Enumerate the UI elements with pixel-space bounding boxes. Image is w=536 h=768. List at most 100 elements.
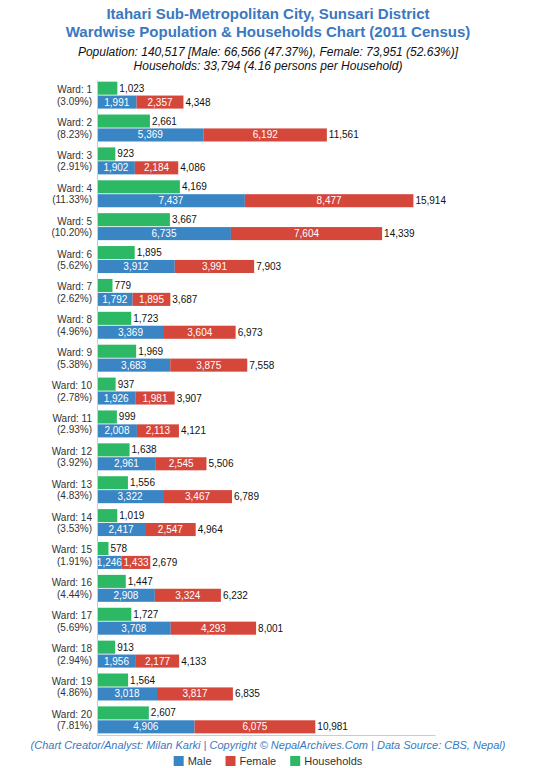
data-label: 1,246 bbox=[97, 557, 122, 568]
data-label: 3,604 bbox=[187, 327, 212, 338]
bar bbox=[97, 378, 116, 391]
total-label: 3,687 bbox=[172, 294, 197, 305]
total-label: 4,964 bbox=[198, 524, 223, 535]
bar bbox=[137, 424, 179, 437]
y-tick: Ward: 1(3.09%) bbox=[57, 84, 97, 107]
y-tick-label: Ward: 6(5.62%) bbox=[57, 249, 92, 272]
data-label: 2,908 bbox=[113, 590, 138, 601]
bar bbox=[97, 687, 157, 700]
data-label: 4,293 bbox=[201, 623, 226, 634]
bar bbox=[195, 720, 316, 733]
total-label: 15,914 bbox=[415, 195, 446, 206]
data-label: 3,991 bbox=[202, 261, 227, 272]
total-label: 6,232 bbox=[223, 590, 248, 601]
y-tick: Ward: 17(5.69%) bbox=[52, 610, 97, 633]
bar bbox=[133, 293, 171, 306]
bar bbox=[164, 326, 236, 339]
data-label: 1,926 bbox=[104, 393, 129, 404]
y-tick-label: Ward: 13(4.83%) bbox=[52, 479, 93, 502]
data-label: 1,956 bbox=[104, 656, 129, 667]
data-label: 999 bbox=[119, 411, 136, 422]
data-label: 1,023 bbox=[119, 83, 144, 94]
bar bbox=[97, 457, 156, 470]
bar bbox=[97, 194, 245, 207]
data-label: 5,369 bbox=[138, 129, 163, 140]
data-label: 3,817 bbox=[182, 688, 207, 699]
bar bbox=[245, 194, 414, 207]
legend-swatch bbox=[174, 756, 184, 766]
bar bbox=[157, 687, 233, 700]
bar bbox=[97, 575, 126, 588]
y-tick: Ward: 6(5.62%) bbox=[57, 249, 97, 272]
total-label: 7,903 bbox=[256, 261, 281, 272]
data-label: 1,902 bbox=[103, 162, 128, 173]
y-tick-label: Ward: 10(2.78%) bbox=[52, 380, 93, 403]
bar bbox=[97, 213, 170, 226]
y-tick-label: Ward: 11(2.93%) bbox=[53, 413, 93, 436]
bar bbox=[163, 490, 232, 503]
bar bbox=[97, 293, 133, 306]
chart-title: Itahari Sub-Metropolitan City, Sunsari D… bbox=[106, 5, 429, 22]
y-tick: Ward: 8(4.96%) bbox=[57, 314, 97, 337]
data-label: 1,792 bbox=[102, 294, 127, 305]
bar bbox=[97, 279, 112, 292]
y-tick: Ward: 19(4.86%) bbox=[52, 676, 97, 699]
data-label: 3,322 bbox=[118, 491, 143, 502]
y-tick-label: Ward: 1(3.09%) bbox=[57, 84, 92, 107]
bar bbox=[97, 641, 115, 654]
total-label: 6,835 bbox=[235, 688, 260, 699]
x-axis bbox=[98, 735, 436, 736]
legend-item: Households bbox=[290, 755, 363, 767]
data-label: 3,912 bbox=[123, 261, 148, 272]
bar bbox=[97, 312, 131, 325]
data-label: 779 bbox=[114, 280, 131, 291]
data-label: 2,113 bbox=[146, 425, 171, 436]
data-label: 2,961 bbox=[114, 458, 139, 469]
data-label: 1,019 bbox=[119, 510, 144, 521]
bar bbox=[175, 260, 254, 273]
data-label: 3,708 bbox=[121, 623, 146, 634]
y-tick-label: Ward: 15(1.91%) bbox=[52, 544, 93, 567]
bar bbox=[97, 490, 163, 503]
bar bbox=[97, 345, 136, 358]
legend-item: Male bbox=[174, 755, 212, 767]
y-axis: Ward: 1(3.09%)Ward: 2(8.23%)Ward: 3(2.91… bbox=[51, 81, 97, 736]
y-tick: Ward: 11(2.93%) bbox=[53, 413, 97, 436]
y-tick: Ward: 9(5.38%) bbox=[57, 347, 97, 370]
y-tick-label: Ward: 5(10.20%) bbox=[51, 216, 92, 239]
y-tick-label: Ward: 14(3.53%) bbox=[52, 512, 93, 535]
bar bbox=[231, 227, 382, 240]
total-label: 6,973 bbox=[238, 327, 263, 338]
bar bbox=[97, 260, 175, 273]
total-label: 5,506 bbox=[208, 458, 233, 469]
data-label: 2,417 bbox=[109, 524, 134, 535]
bar bbox=[97, 227, 231, 240]
y-tick-label: Ward: 4(11.33%) bbox=[52, 183, 92, 206]
data-label: 2,545 bbox=[169, 458, 194, 469]
chart-svg: Itahari Sub-Metropolitan City, Sunsari D… bbox=[0, 0, 536, 768]
legend-swatch bbox=[226, 756, 236, 766]
data-label: 4,169 bbox=[182, 181, 207, 192]
y-tick-label: Ward: 19(4.86%) bbox=[52, 676, 93, 699]
data-label: 2,607 bbox=[151, 707, 176, 718]
data-label: 2,008 bbox=[104, 425, 129, 436]
data-label: 578 bbox=[110, 543, 127, 554]
y-tick: Ward: 10(2.78%) bbox=[52, 380, 97, 403]
data-label: 1,895 bbox=[137, 247, 162, 258]
total-label: 3,907 bbox=[177, 393, 202, 404]
legend-item: Female bbox=[226, 755, 277, 767]
y-tick-label: Ward: 7(2.62%) bbox=[57, 281, 92, 304]
total-label: 6,789 bbox=[234, 491, 259, 502]
data-label: 913 bbox=[117, 642, 134, 653]
y-tick: Ward: 5(10.20%) bbox=[51, 216, 97, 239]
bar bbox=[137, 96, 184, 109]
data-label: 2,357 bbox=[148, 97, 173, 108]
bar bbox=[136, 655, 179, 668]
data-label: 7,604 bbox=[294, 228, 319, 239]
y-tick: Ward: 7(2.62%) bbox=[57, 281, 97, 304]
total-label: 7,558 bbox=[249, 360, 274, 371]
bar bbox=[156, 457, 207, 470]
data-label: 8,477 bbox=[317, 195, 342, 206]
bar bbox=[145, 523, 196, 536]
y-tick: Ward: 12(3.92%) bbox=[52, 446, 97, 469]
